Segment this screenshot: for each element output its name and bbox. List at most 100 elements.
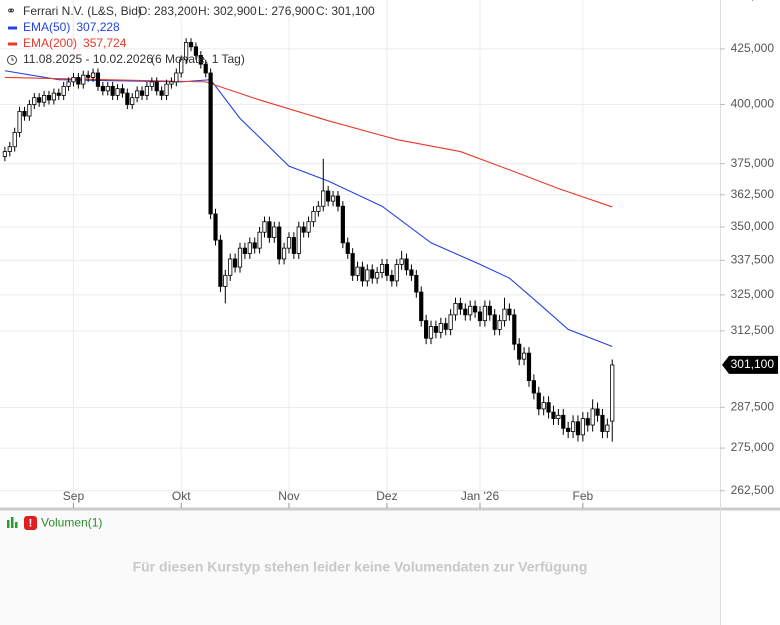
clock-icon xyxy=(7,55,17,65)
candle-body xyxy=(350,253,355,276)
legend-value: 307,228 xyxy=(76,20,120,34)
candle-body xyxy=(536,392,541,410)
candle-body xyxy=(164,83,169,96)
candle-body xyxy=(414,274,419,293)
candle-body xyxy=(448,314,453,330)
candle-body xyxy=(443,323,448,330)
x-tick-label: Sep xyxy=(63,489,85,503)
candle-body xyxy=(32,97,37,105)
chart-icon: ⚭ xyxy=(6,4,16,18)
y-tick-label: 287,500 xyxy=(731,399,775,413)
candle-body xyxy=(179,59,184,74)
candle-body xyxy=(482,305,487,322)
legend-swatch xyxy=(8,42,17,46)
candle-body xyxy=(561,414,566,429)
candle-body xyxy=(463,308,468,316)
candle-body xyxy=(159,90,164,96)
candle-body xyxy=(76,77,81,85)
y-tick-label: 275,000 xyxy=(731,440,775,454)
candle-body xyxy=(404,258,409,271)
candle-body xyxy=(433,326,439,333)
candle-body xyxy=(512,314,517,345)
x-tick-label: Dez xyxy=(376,489,397,503)
y-tick-label: 337,500 xyxy=(731,252,775,266)
candle-body xyxy=(399,258,404,265)
x-tick-label: Nov xyxy=(278,489,299,503)
ohlc-low: L: 276,900 xyxy=(258,4,315,18)
warning-mark: ! xyxy=(29,517,33,529)
candle-body xyxy=(120,88,125,94)
candle-body xyxy=(497,320,502,330)
candle-body xyxy=(370,269,375,279)
candle-body xyxy=(242,247,247,254)
candle-body xyxy=(223,274,228,287)
candle-body xyxy=(610,364,615,422)
candle-body xyxy=(193,46,199,56)
candle-body xyxy=(291,237,296,254)
candle-body xyxy=(316,205,321,212)
candle-body xyxy=(365,269,370,282)
candle-body xyxy=(86,74,91,78)
candle-body xyxy=(56,92,61,96)
x-tick-label: Feb xyxy=(573,489,594,503)
candle-body xyxy=(306,221,311,233)
candle-body xyxy=(477,311,483,322)
candle-body xyxy=(130,97,135,105)
candle-body xyxy=(575,421,581,436)
candle-body xyxy=(345,242,350,254)
candle-body xyxy=(286,237,292,249)
candle-body xyxy=(468,305,473,316)
candle-body xyxy=(458,303,463,310)
candle-body xyxy=(570,421,576,432)
candle-body xyxy=(237,247,243,268)
candle-body xyxy=(37,97,42,103)
candle-body xyxy=(296,226,301,254)
legend-label: EMA(50) xyxy=(23,20,70,34)
candle-body xyxy=(41,94,47,103)
volume-icon xyxy=(7,520,10,528)
legend-value: 357,724 xyxy=(83,36,127,50)
candle-body xyxy=(213,213,218,241)
candle-body xyxy=(149,81,154,87)
candle-body xyxy=(394,263,399,282)
candle-body xyxy=(198,55,203,65)
candle-body xyxy=(473,305,478,313)
candle-body xyxy=(257,231,262,249)
price-tag-label: 301,100 xyxy=(731,357,775,371)
candle-body xyxy=(46,94,52,101)
candle-body xyxy=(566,427,571,432)
candle-body xyxy=(492,314,497,330)
candle-body xyxy=(424,320,429,339)
clock-hands xyxy=(11,57,14,61)
candle-body xyxy=(375,272,380,279)
candle-body xyxy=(580,418,585,436)
ohlc-open: O: 283,200 xyxy=(138,4,198,18)
candle-body xyxy=(100,85,105,92)
candle-body xyxy=(355,266,360,276)
candle-body xyxy=(95,72,101,87)
candle-body xyxy=(595,408,600,416)
candle-body xyxy=(188,42,194,48)
candle-body xyxy=(389,274,394,282)
candle-body xyxy=(311,210,316,223)
candle-body xyxy=(590,408,595,426)
candle-body xyxy=(81,74,86,85)
candle-body xyxy=(218,239,223,287)
candle-body xyxy=(340,205,345,244)
warning-icon xyxy=(24,516,37,530)
candle-body xyxy=(517,343,522,360)
price-tag xyxy=(722,355,778,374)
candle-body xyxy=(546,402,551,413)
candle-body xyxy=(2,151,7,157)
y-tick-label: 350,000 xyxy=(731,219,775,233)
candle-body xyxy=(272,226,277,238)
candle-body xyxy=(277,226,282,260)
candle-body xyxy=(66,81,71,87)
candle-body xyxy=(487,305,492,316)
candle-body xyxy=(61,85,66,96)
ohlc-close: C: 301,100 xyxy=(316,4,375,18)
candle-body xyxy=(252,242,257,249)
candle-body xyxy=(360,266,365,282)
candle-body xyxy=(438,323,443,333)
